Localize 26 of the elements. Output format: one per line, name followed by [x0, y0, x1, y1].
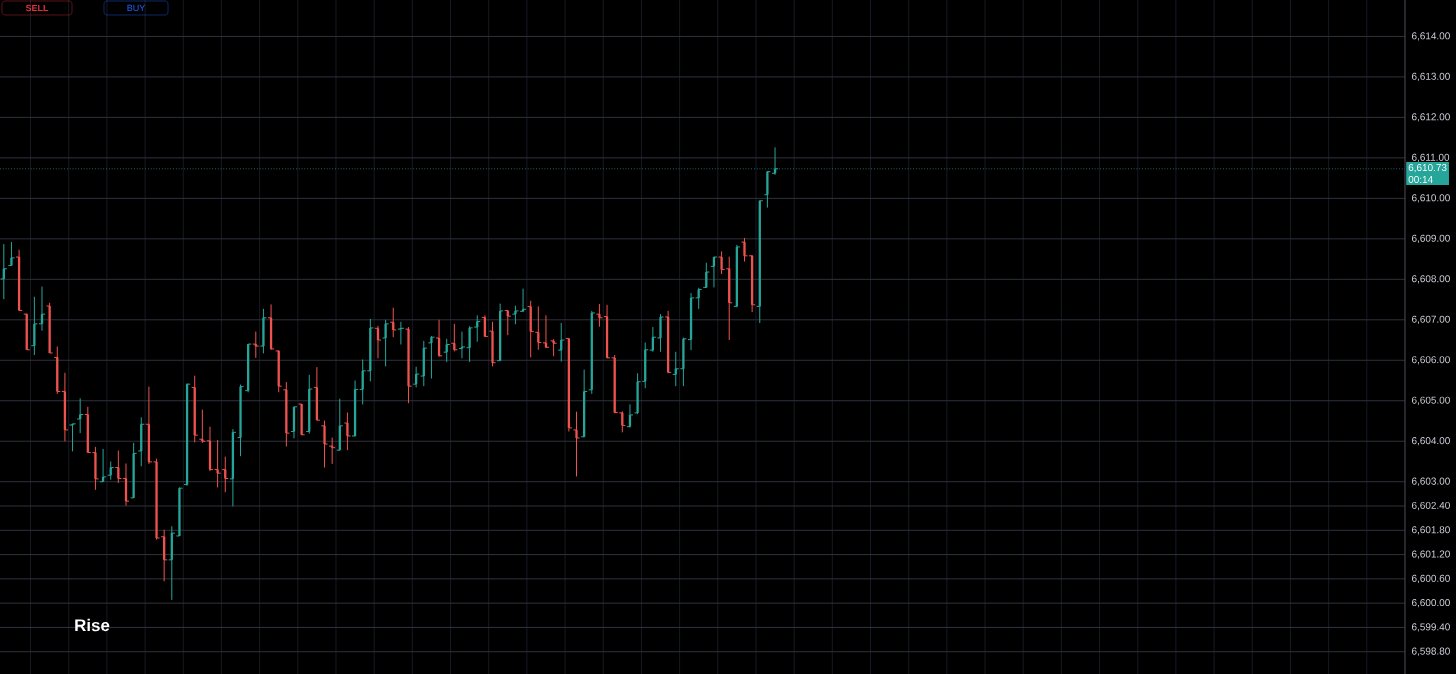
y-tick-label: 6,614.00	[1412, 32, 1450, 41]
y-tick-label: 6,604.00	[1412, 437, 1450, 446]
text: 00:14	[1408, 175, 1433, 183]
y-tick-label: 6,601.20	[1412, 550, 1450, 559]
y-tick-label: 6,613.00	[1412, 72, 1450, 82]
ref-line-label: 6,610.73	[1408, 164, 1447, 173]
y-tick-label: 6,598.80	[1412, 647, 1450, 656]
annotation: BUY	[127, 4, 146, 12]
y-tick-label: 6,603.00	[1412, 477, 1450, 486]
y-tick-label: 6,601.80	[1412, 526, 1450, 535]
y-tick-label: 6,600.00	[1412, 599, 1450, 608]
annotation: Rise	[75, 618, 110, 632]
y-tick-label: 6,600.60	[1412, 574, 1450, 583]
y-tick-label: 6,611.00	[1412, 153, 1450, 162]
y-tick-label: 6,610.00	[1412, 194, 1450, 203]
y-tick-label: 6,605.00	[1412, 396, 1450, 405]
y-tick-label: 6,599.40	[1412, 623, 1450, 632]
candlestick	[40, 286, 44, 332]
y-tick-label: 6,607.00	[1412, 315, 1450, 324]
annotation: SELL	[25, 4, 49, 12]
y-tick-label: 6,612.00	[1412, 113, 1450, 122]
y-tick-label: 6,606.00	[1412, 356, 1450, 365]
y-tick-label: 6,608.00	[1412, 275, 1450, 284]
y-tick-label: 6,602.40	[1412, 501, 1450, 511]
y-tick-label: 6,609.00	[1412, 234, 1450, 243]
candlestick	[101, 448, 105, 483]
